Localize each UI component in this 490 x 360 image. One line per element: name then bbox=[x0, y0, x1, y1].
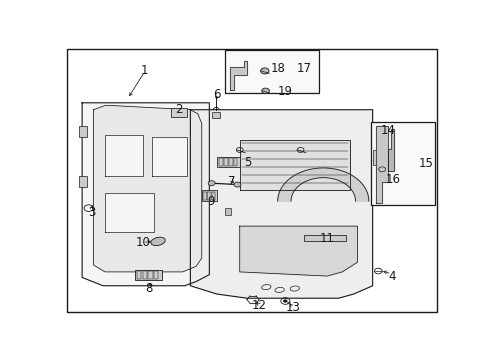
Text: 4: 4 bbox=[388, 270, 395, 283]
Text: 7: 7 bbox=[228, 175, 236, 188]
Circle shape bbox=[283, 299, 288, 303]
Text: 5: 5 bbox=[244, 156, 251, 169]
Text: 13: 13 bbox=[286, 301, 300, 314]
Text: 9: 9 bbox=[207, 195, 215, 208]
Bar bbox=[371, 122, 435, 205]
Bar bbox=[224, 50, 319, 93]
Bar bbox=[304, 235, 346, 242]
Bar bbox=[172, 108, 187, 117]
Text: 6: 6 bbox=[213, 88, 220, 101]
Bar bbox=[372, 150, 378, 165]
Bar bbox=[135, 270, 162, 280]
Circle shape bbox=[262, 88, 270, 94]
Bar bbox=[137, 271, 142, 279]
Bar bbox=[212, 112, 220, 118]
Bar bbox=[212, 192, 215, 200]
Polygon shape bbox=[388, 129, 393, 171]
Text: 8: 8 bbox=[145, 282, 152, 295]
Text: 11: 11 bbox=[319, 232, 335, 245]
Bar bbox=[234, 158, 238, 166]
Bar bbox=[229, 158, 233, 166]
Circle shape bbox=[234, 182, 241, 187]
Polygon shape bbox=[152, 138, 187, 176]
Circle shape bbox=[208, 181, 215, 186]
Polygon shape bbox=[82, 103, 209, 286]
Text: 10: 10 bbox=[135, 236, 150, 249]
Polygon shape bbox=[94, 105, 202, 272]
Bar bbox=[148, 271, 153, 279]
Polygon shape bbox=[105, 135, 143, 176]
Bar bbox=[79, 126, 87, 138]
Bar bbox=[224, 208, 231, 215]
Text: 12: 12 bbox=[251, 299, 266, 312]
Polygon shape bbox=[230, 61, 247, 90]
Bar bbox=[202, 190, 217, 201]
Polygon shape bbox=[105, 193, 154, 232]
Polygon shape bbox=[240, 140, 350, 190]
Circle shape bbox=[261, 68, 269, 74]
Text: 2: 2 bbox=[175, 103, 183, 116]
Polygon shape bbox=[240, 226, 358, 276]
Text: 18: 18 bbox=[270, 62, 285, 75]
Bar bbox=[224, 158, 227, 166]
Polygon shape bbox=[278, 168, 369, 201]
Text: 3: 3 bbox=[88, 206, 96, 219]
Polygon shape bbox=[190, 110, 372, 298]
Bar bbox=[154, 271, 158, 279]
Bar bbox=[143, 271, 147, 279]
Bar bbox=[219, 158, 222, 166]
Text: 1: 1 bbox=[141, 64, 148, 77]
Bar bbox=[79, 176, 87, 187]
Ellipse shape bbox=[151, 237, 165, 246]
Text: 19: 19 bbox=[278, 85, 293, 98]
Text: 16: 16 bbox=[386, 172, 401, 185]
Polygon shape bbox=[376, 126, 388, 203]
Text: 14: 14 bbox=[380, 124, 395, 137]
Text: 17: 17 bbox=[297, 62, 312, 75]
Bar bbox=[207, 192, 211, 200]
Bar bbox=[203, 192, 207, 200]
Bar bbox=[217, 157, 240, 167]
Text: 15: 15 bbox=[418, 157, 433, 170]
